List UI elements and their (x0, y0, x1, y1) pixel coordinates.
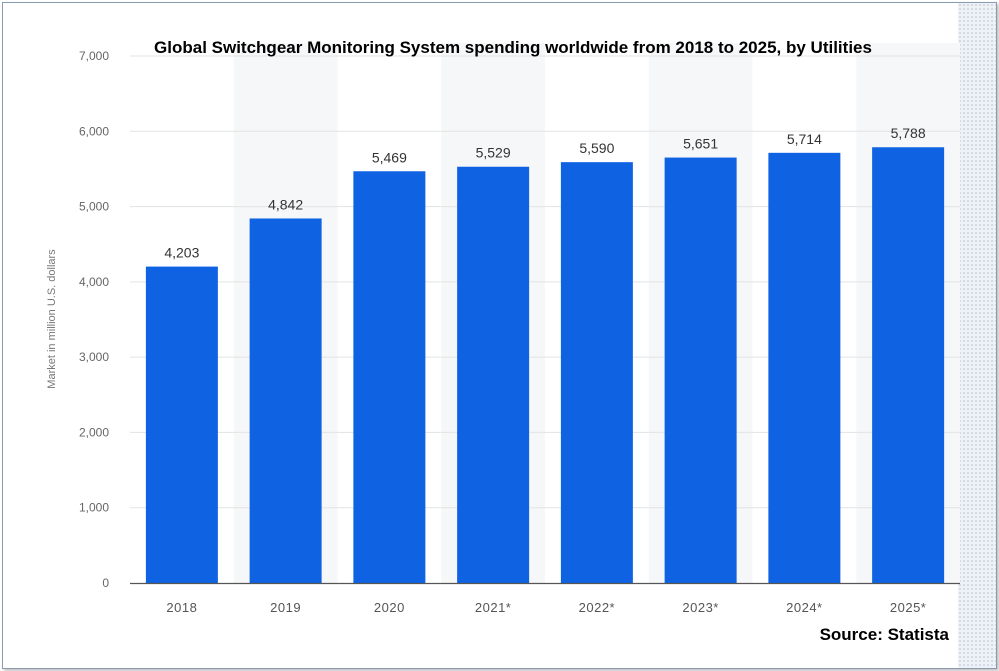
y-tick-label: 3,000 (79, 350, 109, 364)
bar-2024 (768, 152, 841, 583)
y-axis-label: Market in million U.S. dollars (46, 249, 58, 389)
bar-2019 (249, 218, 322, 584)
x-tick-label: 2024* (786, 600, 822, 615)
bar-2018 (145, 266, 218, 583)
bars (145, 147, 945, 584)
data-label: 5,529 (476, 145, 511, 161)
chart-title: Global Switchgear Monitoring System spen… (154, 38, 872, 57)
x-tick-label: 2021* (475, 600, 511, 615)
data-label: 5,651 (683, 136, 718, 152)
decorative-strip (958, 3, 996, 668)
bar-2022 (560, 162, 633, 583)
bar-2020 (353, 171, 426, 583)
source-note: Source: Statista (820, 625, 950, 644)
x-tick-label: 2023* (682, 600, 718, 615)
x-tick-label: 2019 (270, 600, 301, 615)
y-tick-label: 0 (102, 576, 109, 590)
x-tick-label: 2018 (166, 600, 197, 615)
y-tick-label: 2,000 (79, 425, 109, 439)
data-label: 5,714 (787, 131, 822, 147)
x-tick-label: 2022* (579, 600, 615, 615)
data-label: 5,590 (579, 140, 614, 156)
bar-2025 (872, 147, 945, 584)
bar-chart: 0 1,000 2,000 3,000 4,000 5,000 6,000 7,000 4,2… (46, 38, 960, 644)
y-tick-label: 4,000 (79, 275, 109, 289)
x-tick-label: 2025* (890, 600, 926, 615)
data-labels: 4,203 4,842 5,469 5,529 5,590 5,651 5,714 5,788 (164, 125, 925, 260)
data-label: 4,203 (164, 245, 199, 261)
y-tick-label: 6,000 (79, 124, 109, 138)
y-axis-ticks: 0 1,000 2,000 3,000 4,000 5,000 6,000 7,000 (79, 49, 109, 590)
data-label: 5,788 (891, 125, 926, 141)
x-axis-ticks: 2018 2019 2020 2021* 2022* 2023* 2024* 2025* (166, 600, 926, 615)
y-tick-label: 7,000 (79, 49, 109, 63)
data-label: 5,469 (372, 149, 407, 165)
bar-2023 (664, 157, 737, 583)
y-tick-label: 5,000 (79, 200, 109, 214)
data-label: 4,842 (268, 196, 303, 212)
bar-2021 (457, 166, 530, 583)
x-tick-label: 2020 (374, 600, 405, 615)
y-tick-label: 1,000 (79, 501, 109, 515)
